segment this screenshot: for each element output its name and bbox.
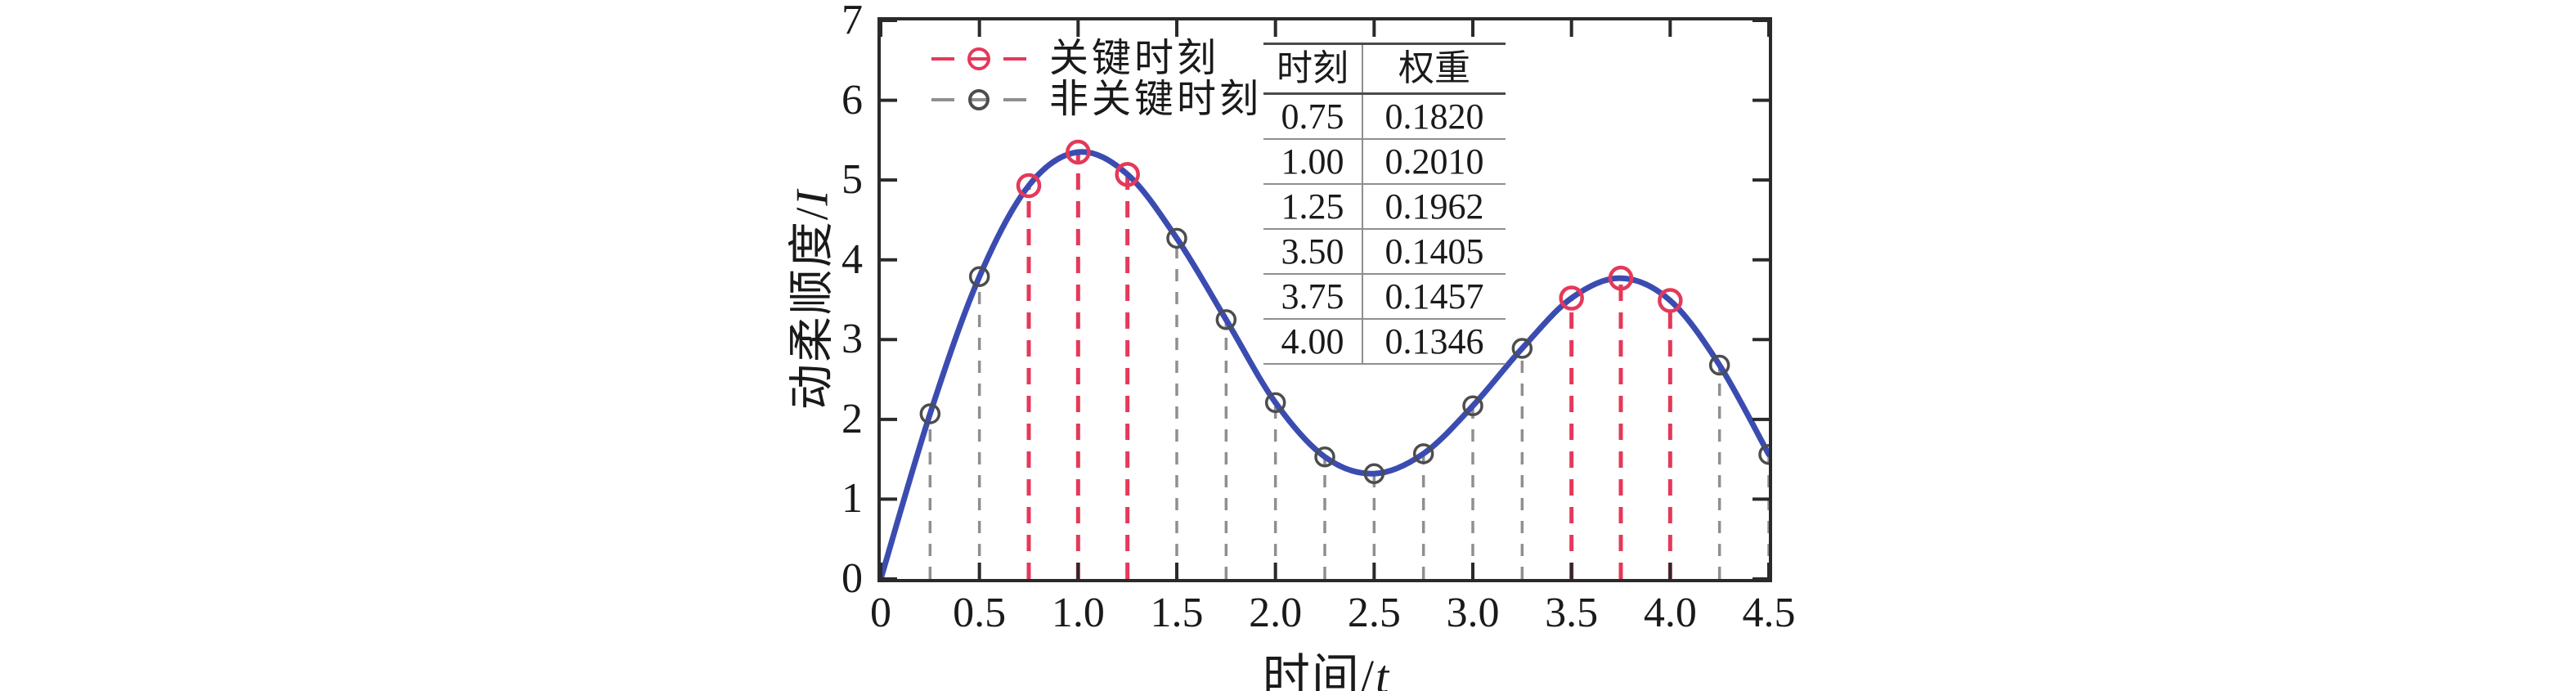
weights-table-row: 4.00 0.1346: [1263, 320, 1506, 365]
weights-table-cell: 4.00: [1263, 320, 1363, 363]
x-axis-tick-labels: 0 0.5 1.0 1.5 2.0 2.5 3.0 3.5 4.0 4.5: [870, 590, 1796, 639]
compliance-curve: [881, 149, 1769, 579]
x-tick-label: 4.5: [1742, 590, 1796, 636]
y-tick-label: 4: [841, 236, 863, 283]
key-moment-marker: [1559, 285, 1584, 311]
legend-label-key-moments: 关键时刻: [1049, 37, 1220, 80]
weights-table-header-cell: 时刻: [1263, 45, 1363, 92]
weights-table-row: 3.75 0.1457: [1263, 275, 1506, 320]
non-key-moment-marker: [1314, 446, 1335, 468]
y-tick-label: 1: [841, 475, 863, 523]
x-tick-label: 1.0: [1051, 590, 1105, 636]
y-tick-label: 0: [841, 555, 863, 602]
x-tick-label: 0.5: [953, 590, 1007, 636]
x-tick-label: 1.5: [1150, 590, 1204, 636]
x-axis-title: 时间/t: [1263, 638, 1390, 691]
non-key-moment-marker: [968, 266, 990, 287]
weights-table-header-row: 时刻 权重: [1263, 45, 1506, 95]
non-key-moment-marker: [1758, 444, 1769, 465]
non-key-moment-marker: [1215, 309, 1237, 330]
x-tick-label: 3.5: [1545, 590, 1599, 636]
non-key-moment-marker: [919, 403, 941, 424]
weights-table-cell: 0.1820: [1384, 96, 1484, 137]
weights-table-cell: 0.1405: [1384, 231, 1484, 271]
weights-table-cell: 0.75: [1263, 95, 1363, 138]
y-tick-label: 5: [841, 156, 863, 204]
weights-table-row: 0.75 0.1820: [1263, 95, 1506, 140]
key-moments-marker-icon: [931, 47, 1026, 70]
non-key-moment-marker: [1708, 354, 1730, 376]
x-axis-title-text: 时间/: [1262, 650, 1376, 691]
legend-item-key-moments: 关键时刻: [930, 38, 1262, 79]
key-moment-marker: [1016, 173, 1042, 199]
non-key-moment-marker: [1166, 227, 1187, 249]
key-moment-marker: [1115, 162, 1140, 187]
plot-area: 关键时刻 非关键时刻 时刻 权重 0.75 0.1820 1.00 0.2010 1.25 0…: [877, 17, 1772, 582]
weights-table-row: 3.50 0.1405: [1263, 230, 1506, 275]
key-moment-marker: [1066, 139, 1091, 165]
y-tick-label: 2: [841, 395, 863, 442]
weights-table: 时刻 权重 0.75 0.1820 1.00 0.2010 1.25 0.1962 3.50 0.…: [1263, 43, 1506, 365]
weights-table-row: 1.25 0.1962: [1263, 185, 1506, 230]
x-tick-label: 2.0: [1249, 590, 1303, 636]
non-key-moment-marker: [1412, 443, 1434, 464]
y-tick-label: 3: [841, 316, 863, 363]
non-key-moment-marker: [1462, 395, 1483, 417]
weights-table-cell: 1.25: [1263, 185, 1363, 228]
weights-table-cell: 3.50: [1263, 230, 1363, 273]
weights-table-row: 1.00 0.2010: [1263, 140, 1506, 185]
legend-item-non-key-moments: 非关键时刻: [930, 79, 1262, 120]
weights-table-cell: 0.2010: [1384, 141, 1484, 182]
y-tick-label: 7: [841, 0, 863, 43]
weights-table-cell: 0.1457: [1384, 276, 1484, 316]
weights-table-cell: 0.1346: [1384, 321, 1484, 361]
x-axis-title-variable: t: [1376, 650, 1391, 691]
chart-svg: [881, 20, 1769, 579]
non-key-moment-marker: [1264, 392, 1286, 414]
y-axis-tick-labels: 0 1 2 3 4 5 6 7: [740, 0, 863, 600]
key-moment-marker: [1608, 265, 1634, 291]
key-moment-marker: [1658, 288, 1683, 313]
legend: 关键时刻 非关键时刻: [930, 38, 1262, 120]
non-key-moments-marker-icon: [931, 89, 1026, 110]
x-tick-label: 4.0: [1643, 590, 1697, 636]
y-tick-label: 6: [841, 76, 863, 123]
x-tick-label: 2.5: [1347, 590, 1401, 636]
weights-table-header-cell: 权重: [1398, 48, 1470, 88]
weights-table-cell: 1.00: [1263, 140, 1363, 183]
weights-table-cell: 3.75: [1263, 275, 1363, 318]
x-tick-label: 3.0: [1446, 590, 1500, 636]
legend-label-non-key-moments: 非关键时刻: [1049, 78, 1263, 121]
x-tick-label: 0: [870, 590, 891, 636]
weights-table-cell: 0.1962: [1384, 186, 1484, 227]
non-key-moment-marker: [1511, 338, 1533, 359]
non-key-moment-marker: [1363, 463, 1385, 484]
